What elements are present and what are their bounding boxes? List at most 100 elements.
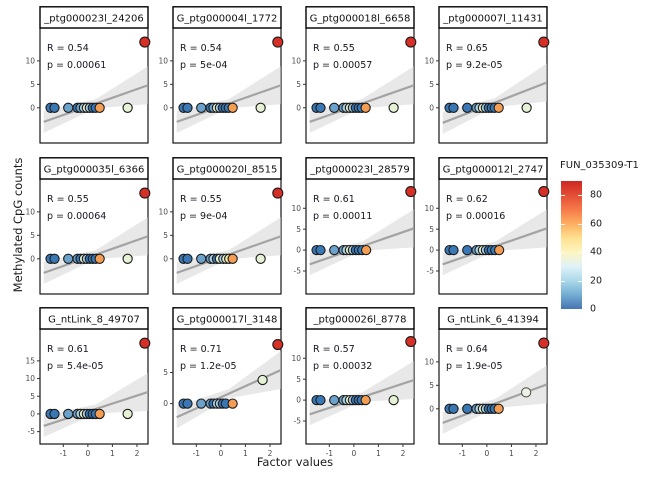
data-point bbox=[196, 253, 207, 264]
legend-tick-label: 80 bbox=[590, 189, 603, 201]
facet-title: G_ptg000012l_2747 bbox=[443, 165, 544, 176]
facet-panel-svg: 10 5 0 R = 0.65 p = 9.2e-05 _ptg000007l_11431 bbox=[424, 6, 550, 144]
legend-colorbar-wrap: 80 60 40 20 0 bbox=[558, 181, 668, 315]
y-tick-label: 5 bbox=[296, 80, 301, 89]
facet-title: G_ptg000004l_1772 bbox=[177, 14, 278, 25]
facet-title: G_ptg000018l_6658 bbox=[310, 14, 411, 25]
facet-panel-svg: 10 5 0 R = 0.54 p = 5e-04 G_ptg000004l_1772 bbox=[158, 6, 284, 144]
data-point bbox=[462, 403, 473, 414]
legend-title: FUN_035309-T1 bbox=[560, 160, 639, 171]
correlation-r-label: R = 0.62 bbox=[446, 194, 488, 205]
y-tick-label: -5 bbox=[294, 417, 302, 426]
y-tick-label: -5 bbox=[294, 267, 302, 276]
facet-panel: 5 0 -1 0 1 2 R = 0.71 p = 1.2e-05 G_ptg000017l_3… bbox=[143, 307, 289, 466]
facet-panel-svg: 10 5 0 -5 R = 0.61 p = 0.00011 _ptg000023l_285… bbox=[291, 157, 417, 295]
data-point bbox=[63, 253, 74, 264]
y-tick-label: 10 bbox=[25, 56, 35, 65]
y-tick-label: 0 bbox=[429, 404, 434, 413]
x-tick-label: 1 bbox=[509, 449, 514, 458]
y-tick-label: 5 bbox=[163, 368, 168, 377]
facet-panel-svg: 10 5 0 -1 0 1 2 R = 0.64 p = 1.9e-05 G_ntLink_6_4… bbox=[424, 307, 550, 458]
data-point bbox=[94, 408, 105, 420]
data-point bbox=[360, 102, 371, 113]
facet-panel-svg: 10 5 0 R = 0.55 p = 0.00057 G_ptg000018l_6658 bbox=[291, 6, 417, 144]
red-outlier-point bbox=[272, 338, 284, 351]
data-point bbox=[520, 387, 532, 398]
facet-panel-svg: 10 5 0 -5 -1 0 1 2 R = 0.57 p = 0.00032 _ptg000026… bbox=[291, 307, 417, 458]
red-outlier-point bbox=[139, 187, 151, 199]
correlation-p-label: p = 5.4e-05 bbox=[47, 361, 104, 372]
confidence-ribbon bbox=[442, 63, 547, 134]
data-point bbox=[360, 244, 372, 256]
confidence-ribbon bbox=[309, 209, 414, 276]
facet-panel: 10 5 0 R = 0.54 p = 5e-04 G_ptg000004l_1772 bbox=[143, 6, 289, 165]
y-tick-label: 10 bbox=[291, 354, 301, 363]
facet-panel-svg: 10 5 0 R = 0.54 p = 0.00061 _ptg000023l_24206 bbox=[25, 6, 151, 144]
y-tick-label: 0 bbox=[296, 396, 301, 405]
data-point bbox=[227, 398, 238, 409]
facet-panel: 10 5 0 R = 0.55 p = 0.00057 G_ptg000018l_6658 bbox=[276, 6, 422, 165]
facet-title: _ptg000026l_8778 bbox=[312, 315, 406, 326]
correlation-r-label: R = 0.71 bbox=[180, 344, 222, 355]
y-tick-label: 5 bbox=[30, 392, 35, 401]
x-tick-label: -1 bbox=[326, 449, 334, 458]
x-tick-label: 0 bbox=[351, 449, 356, 458]
y-tick-label: 10 bbox=[424, 357, 434, 366]
legend-tick-mark bbox=[578, 280, 582, 282]
y-tick-label: 5 bbox=[296, 375, 301, 384]
legend-tick-mark bbox=[561, 252, 565, 254]
y-tick-label: 5 bbox=[30, 80, 35, 89]
y-tick-label: 10 bbox=[291, 204, 301, 213]
y-tick-label: 10 bbox=[424, 56, 434, 65]
data-point bbox=[182, 102, 193, 113]
confidence-ribbon bbox=[176, 66, 281, 133]
facet-title: _ptg000007l_11431 bbox=[442, 14, 542, 25]
facet-panel: 10 5 0 -5 R = 0.62 p = 0.00016 G_ptg000012l_27… bbox=[409, 157, 555, 316]
x-tick-label: -1 bbox=[60, 449, 68, 458]
correlation-r-label: R = 0.54 bbox=[47, 43, 89, 54]
red-outlier-point bbox=[405, 36, 417, 48]
correlation-p-label: p = 9e-04 bbox=[180, 211, 227, 222]
y-tick-label: 0 bbox=[30, 254, 35, 263]
data-point bbox=[255, 253, 266, 264]
data-point bbox=[94, 253, 105, 264]
data-point bbox=[493, 403, 504, 414]
x-tick-label: 0 bbox=[484, 449, 489, 458]
data-point bbox=[49, 102, 60, 113]
data-point bbox=[122, 408, 133, 420]
red-outlier-point bbox=[538, 337, 550, 349]
red-outlier-point bbox=[272, 187, 284, 199]
x-axis-title: Factor values bbox=[256, 455, 334, 469]
correlation-p-label: p = 0.00011 bbox=[313, 211, 372, 222]
y-tick-label: 5 bbox=[429, 80, 434, 89]
data-point bbox=[196, 398, 207, 409]
facet-title: _ptg000023l_24206 bbox=[43, 14, 143, 25]
correlation-r-label: R = 0.65 bbox=[446, 43, 488, 54]
y-tick-label: 10 bbox=[25, 374, 35, 383]
legend-tick-mark bbox=[578, 252, 582, 254]
x-tick-label: 2 bbox=[534, 449, 539, 458]
y-tick-label: -5 bbox=[427, 267, 435, 276]
red-outlier-point bbox=[405, 335, 417, 348]
y-tick-label: 0 bbox=[429, 103, 434, 112]
data-point bbox=[63, 408, 74, 420]
data-point bbox=[462, 102, 473, 113]
correlation-r-label: R = 0.61 bbox=[313, 194, 355, 205]
data-point bbox=[315, 102, 326, 113]
confidence-ribbon bbox=[43, 372, 148, 437]
legend-tick-label: 20 bbox=[590, 275, 603, 287]
regression-line bbox=[442, 81, 547, 124]
y-tick-label: 0 bbox=[30, 410, 35, 419]
data-point bbox=[388, 394, 399, 406]
confidence-ribbon bbox=[309, 361, 414, 426]
legend-tick-label: 40 bbox=[590, 246, 603, 258]
red-outlier-point bbox=[538, 36, 550, 48]
correlation-r-label: R = 0.64 bbox=[446, 344, 488, 355]
y-tick-label: 5 bbox=[429, 225, 434, 234]
y-tick-label: 0 bbox=[30, 103, 35, 112]
y-tick-label: 10 bbox=[158, 207, 168, 216]
x-tick-label: -1 bbox=[193, 449, 201, 458]
y-tick-label: 0 bbox=[296, 246, 301, 255]
correlation-p-label: p = 0.00057 bbox=[313, 60, 372, 71]
